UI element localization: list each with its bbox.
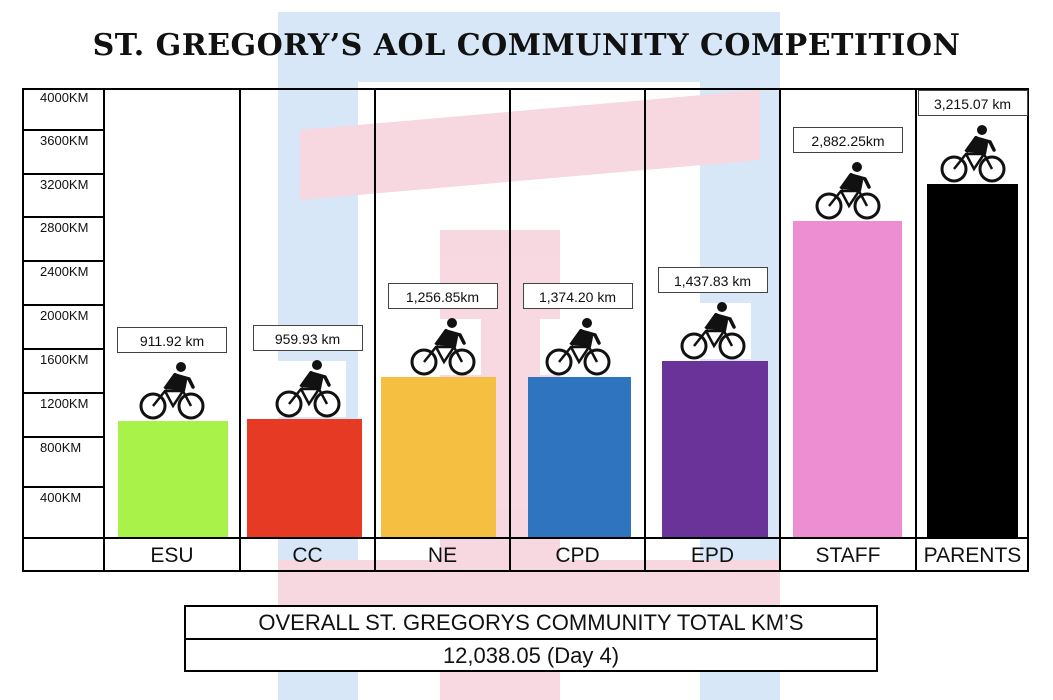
category-label: ESU <box>150 544 194 567</box>
ytick-line <box>22 304 104 306</box>
value-label: 2,882.25km <box>793 127 903 153</box>
ytick-label: 1600KM <box>40 352 89 367</box>
value-label: 1,256.85km <box>387 283 498 309</box>
bar-cpd <box>528 377 631 537</box>
bar-parents <box>927 184 1018 537</box>
column-divider <box>779 88 781 572</box>
ytick-line <box>22 486 104 488</box>
cyclist-icon <box>678 301 748 361</box>
column-divider <box>103 88 105 572</box>
column-divider <box>644 88 646 572</box>
category-label: NE <box>427 544 458 567</box>
value-label: 1,437.83 km <box>657 267 768 293</box>
bar-cc <box>247 419 362 537</box>
ytick-label: 400KM <box>40 490 82 505</box>
ytick-label: 1200KM <box>40 396 89 411</box>
ytick-line <box>22 392 104 394</box>
x-axis-line <box>22 537 1029 539</box>
ytick-label: 3200KM <box>40 177 89 192</box>
chart-title: ST. GREGORY’S AOL COMMUNITY COMPETITION <box>92 28 961 63</box>
ytick-line <box>22 348 104 350</box>
value-label: 1,374.20 km <box>522 283 633 309</box>
ytick-label: 4000KM <box>40 90 89 105</box>
chart-frame <box>22 88 1029 572</box>
ytick-line <box>22 260 104 262</box>
ytick-label: 2800KM <box>40 220 89 235</box>
value-label: 3,215.07 km <box>917 90 1028 116</box>
value-label: 911.92 km <box>117 327 227 353</box>
bar-epd <box>662 361 768 537</box>
bar-staff <box>793 221 902 537</box>
cyclist-icon <box>137 361 207 421</box>
cyclist-icon <box>408 317 478 377</box>
summary-value: 12,038.05 (Day 4) <box>442 643 620 668</box>
ytick-line <box>22 216 104 218</box>
ytick-label: 800KM <box>40 440 82 455</box>
summary-box: OVERALL ST. GREGORYS COMMUNITY TOTAL KM’… <box>184 605 878 672</box>
column-divider <box>509 88 511 572</box>
category-label: CPD <box>555 544 600 567</box>
category-label: PARENTS <box>923 544 1022 567</box>
ytick-label: 3600KM <box>40 133 89 148</box>
bar-esu <box>118 421 228 537</box>
summary-label: OVERALL ST. GREGORYS COMMUNITY TOTAL KM’… <box>258 610 804 635</box>
summary-divider <box>186 638 876 640</box>
category-label: STAFF <box>815 544 881 567</box>
ytick-line <box>22 436 104 438</box>
cyclist-icon <box>938 124 1008 184</box>
cyclist-icon <box>813 161 883 221</box>
category-label: EPD <box>690 544 735 567</box>
bar-ne <box>381 377 496 537</box>
ytick-line <box>22 173 104 175</box>
cyclist-icon <box>543 317 613 377</box>
column-divider <box>239 88 241 572</box>
category-label: CC <box>292 544 323 567</box>
column-divider <box>374 88 376 572</box>
ytick-label: 2400KM <box>40 264 89 279</box>
value-label: 959.93 km <box>252 325 363 351</box>
ytick-line <box>22 129 104 131</box>
column-divider <box>915 88 917 572</box>
ytick-label: 2000KM <box>40 308 89 323</box>
cyclist-icon <box>273 359 343 419</box>
